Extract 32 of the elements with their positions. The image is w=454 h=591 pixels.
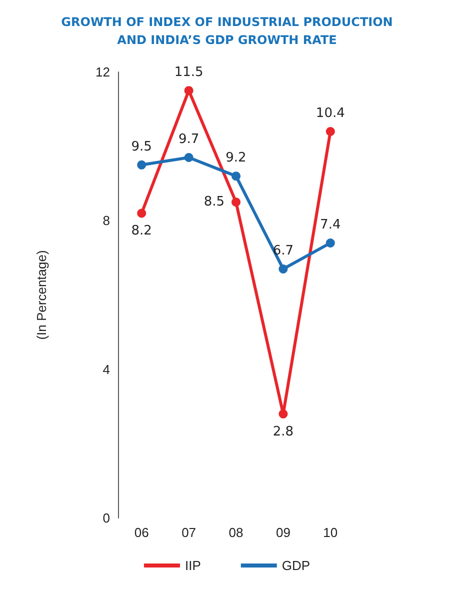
- point: [232, 172, 240, 181]
- data-label: 9.7: [178, 132, 200, 147]
- x-tick-label: 06: [134, 525, 149, 540]
- x-tick-label: 07: [182, 525, 196, 540]
- data-label: 11.5: [174, 65, 204, 80]
- data-label: 9.2: [226, 150, 246, 166]
- point: [184, 152, 194, 162]
- chart-title: GROWTH OF INDEX OF INDUSTRIAL PRODUCTION AND INDIA’S GDP GROWTH RATE: [61, 15, 393, 47]
- data-label: 10.4: [316, 106, 345, 121]
- point: [278, 409, 288, 418]
- point: [278, 264, 288, 274]
- y-tick-label: 12: [96, 64, 110, 80]
- y-tick-label: 8: [102, 213, 110, 228]
- x-tick-label: 09: [276, 525, 290, 540]
- data-label: 7.4: [320, 217, 341, 232]
- point: [326, 238, 335, 248]
- point: [326, 126, 335, 136]
- x-tick-label: 10: [323, 525, 338, 540]
- data-label: 2.8: [272, 424, 294, 440]
- data-label: 8.5: [204, 194, 224, 210]
- legend-label: GDP: [282, 558, 310, 573]
- legend-label: IIP: [184, 558, 201, 573]
- point: [137, 208, 146, 218]
- point: [137, 160, 146, 170]
- data-label: 8.2: [131, 224, 152, 239]
- point: [184, 86, 194, 96]
- point: [232, 198, 240, 207]
- y-tick-label: 4: [102, 362, 110, 377]
- y-tick-label: 0: [102, 510, 110, 526]
- data-label: 9.5: [131, 139, 152, 154]
- x-tick-label: 08: [228, 525, 244, 540]
- y-axis-title: (In Percentage): [34, 250, 49, 340]
